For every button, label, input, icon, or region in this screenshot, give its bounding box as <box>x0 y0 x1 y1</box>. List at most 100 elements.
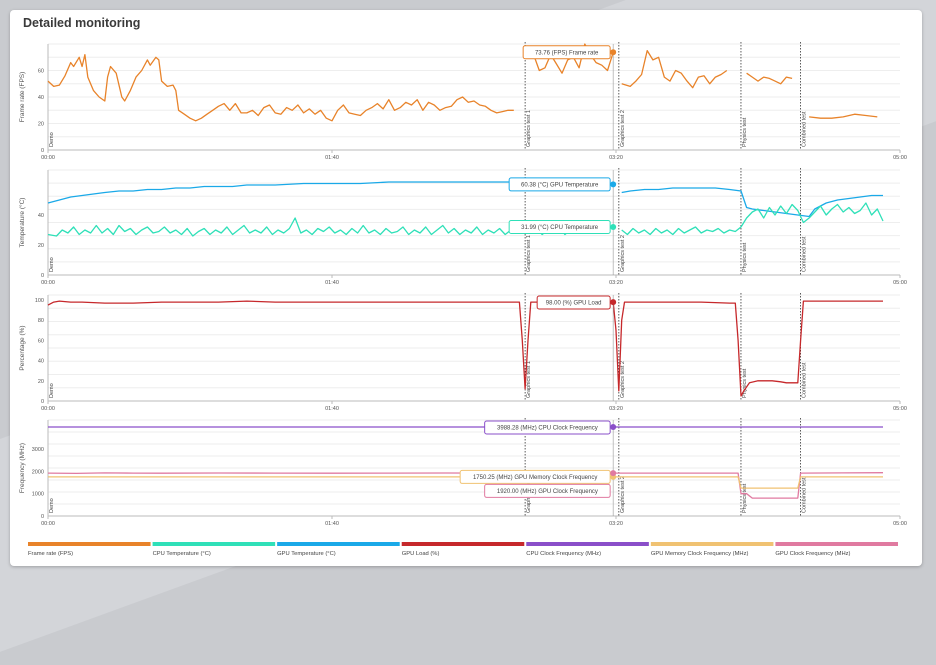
y-axis-label: Percentage (%) <box>19 325 26 370</box>
x-tick-label: 03:20 <box>609 406 623 412</box>
phase-label: Demo <box>49 383 55 398</box>
phase-label: Combined test <box>802 236 808 272</box>
y-tick-label: 20 <box>38 122 44 128</box>
x-tick-label: 00:00 <box>41 280 55 286</box>
phase-label: Graphics test 1 <box>526 235 532 272</box>
y-tick-label: 2000 <box>32 469 44 475</box>
y-tick-label: 100 <box>35 298 44 304</box>
y-tick-label: 1000 <box>32 492 44 498</box>
series-line-gpu_temp <box>47 181 526 204</box>
y-tick-label: 20 <box>38 243 44 249</box>
tooltip-text: 1920.00 (MHz) GPU Clock Frequency <box>497 489 598 495</box>
y-axis-label: Frequency (MHz) <box>19 443 26 493</box>
monitoring-charts[interactable]: 0 20 40 60 Frame rate (FPS) 00:00 01:40 03:20 05… <box>10 10 922 566</box>
y-tick-label: 20 <box>38 379 44 385</box>
phase-label: Physics test <box>742 368 748 398</box>
legend-swatch-cpu_clock <box>526 542 649 546</box>
x-tick-label: 01:40 <box>325 521 339 527</box>
legend-swatch-frame_rate <box>28 542 151 546</box>
y-tick-label: 40 <box>38 95 44 101</box>
legend-swatch-gpu_clock <box>775 542 898 546</box>
phase-label: Physics test <box>742 483 748 513</box>
phase-label: Physics test <box>742 117 748 147</box>
phase-label: Graphics test 1 <box>526 361 532 398</box>
hover-point-gpu_temp <box>610 181 617 188</box>
hover-point-cpu_clock <box>610 423 617 430</box>
series-line-frame_rate <box>621 49 728 89</box>
chart-panel-2: 0 20 40 60 80 100 Percentage (%) 00:00 01:40 03:2… <box>19 293 907 412</box>
y-tick-label: 3000 <box>32 447 44 453</box>
x-tick-label: 05:00 <box>893 521 907 527</box>
x-tick-label: 03:20 <box>609 155 623 161</box>
legend-swatch-gpu_load <box>401 542 525 546</box>
x-tick-label: 01:40 <box>325 280 339 286</box>
y-tick-label: 40 <box>38 213 44 219</box>
tooltip-text: 98.00 (%) GPU Load <box>546 301 602 307</box>
legend-label: GPU Load (%) <box>402 551 440 557</box>
y-tick-label: 40 <box>38 359 44 365</box>
y-tick-label: 0 <box>41 148 44 154</box>
legend-label: Frame rate (FPS) <box>28 551 73 557</box>
tooltip-text: 1750.25 (MHz) GPU Memory Clock Frequency <box>473 475 597 481</box>
tooltip-box <box>484 483 611 498</box>
tooltip-text: 3988.28 (MHz) CPU Clock Frequency <box>497 426 598 432</box>
tooltip-text: 73.76 (FPS) Frame rate <box>535 50 599 56</box>
tooltip-box <box>459 469 611 484</box>
legend-swatch-gpu_mem_clock <box>650 542 774 546</box>
y-tick-label: 0 <box>41 514 44 520</box>
series-line-cpu_temp <box>621 202 884 236</box>
x-tick-label: 00:00 <box>41 521 55 527</box>
chart-panel-0: 0 20 40 60 Frame rate (FPS) 00:00 01:40 03:20 05… <box>19 42 907 161</box>
card-title: Detailed monitoring <box>23 16 141 30</box>
chart-panel-1: 0 20 40 Temperature (°C) 00:00 01:40 03:20 05:0… <box>18 168 907 286</box>
hover-point-cpu_temp <box>610 224 617 231</box>
legend-label: GPU Clock Frequency (MHz) <box>775 551 850 557</box>
y-axis-label: Frame rate (FPS) <box>19 72 26 123</box>
x-tick-label: 01:40 <box>325 406 339 412</box>
phase-label: Demo <box>49 498 55 513</box>
tooltip-box <box>484 420 611 435</box>
series-line-frame_rate <box>47 53 514 122</box>
phase-label: Graphics test 2 <box>620 476 626 513</box>
hover-point-frame_rate <box>610 49 617 56</box>
hover-point-gpu_load <box>610 299 617 306</box>
series-line-frame_rate <box>809 113 878 119</box>
x-tick-label: 05:00 <box>893 280 907 286</box>
x-tick-label: 03:20 <box>609 521 623 527</box>
phase-label: Physics test <box>742 242 748 272</box>
y-tick-label: 80 <box>38 318 44 324</box>
phase-label: Demo <box>49 132 55 147</box>
legend: Frame rate (FPS) CPU Temperature (°C) GPU … <box>28 542 898 557</box>
legend-label: CPU Clock Frequency (MHz) <box>526 551 601 557</box>
detailed-monitoring-card: Detailed monitoring 0 20 40 60 Frame rate (F… <box>10 10 922 566</box>
x-tick-label: 01:40 <box>325 155 339 161</box>
legend-label: GPU Temperature (°C) <box>277 551 336 557</box>
chart-panel-3: 0 1000 2000 3000 Frequency (MHz) 00:00 01:40 03… <box>19 418 907 527</box>
series-line-cpu_temp <box>47 217 523 237</box>
phase-label: Combined test <box>802 111 808 147</box>
y-tick-label: 60 <box>38 69 44 75</box>
phase-label: Combined test <box>802 362 808 398</box>
legend-label: CPU Temperature (°C) <box>153 551 211 557</box>
y-tick-label: 0 <box>41 399 44 405</box>
x-tick-label: 00:00 <box>41 155 55 161</box>
tooltip-box <box>522 45 611 60</box>
hover-point-gpu_clock <box>610 470 617 477</box>
legend-label: GPU Memory Clock Frequency (MHz) <box>651 551 749 557</box>
tooltip-box <box>508 220 611 235</box>
phase-label: Graphics test 2 <box>620 110 626 147</box>
phase-label: Graphics test 2 <box>620 361 626 398</box>
x-tick-label: 05:00 <box>893 155 907 161</box>
phase-label: Demo <box>49 257 55 272</box>
series-line-gpu_mem_clock <box>48 476 883 489</box>
series-line-frame_rate <box>746 72 793 85</box>
tooltip-box <box>508 177 611 192</box>
legend-swatch-gpu_temp <box>277 542 400 546</box>
tooltip-box <box>536 295 611 310</box>
phase-label: Graphics test 1 <box>526 110 532 147</box>
legend-swatch-cpu_temp <box>152 542 276 546</box>
x-tick-label: 03:20 <box>609 280 623 286</box>
tooltip-text: 60.38 (°C) GPU Temperature <box>521 182 599 188</box>
y-tick-label: 0 <box>41 273 44 279</box>
y-axis-label: Temperature (°C) <box>18 198 26 248</box>
